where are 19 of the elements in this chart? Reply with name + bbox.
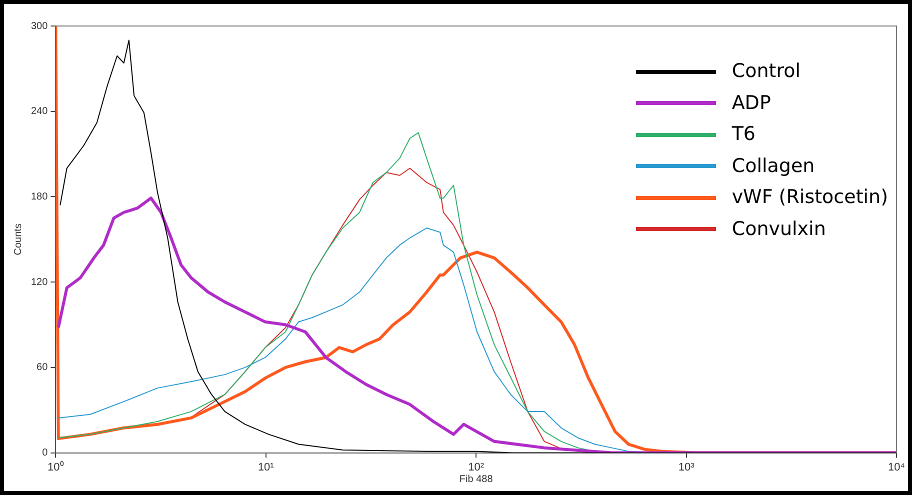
x-tick-label: 10³ xyxy=(678,461,695,474)
y-tick-label: 60 xyxy=(36,362,48,374)
y-tick-label: 0 xyxy=(42,448,48,459)
y-tick-label: 240 xyxy=(30,106,48,118)
y-tick-label: 300 xyxy=(30,20,48,32)
legend-label: ADP xyxy=(732,90,771,116)
y-axis-title: Counts xyxy=(12,224,24,256)
x-tick-label: 10⁴ xyxy=(888,461,906,474)
legend-label: Collagen xyxy=(732,154,815,178)
legend-label: T6 xyxy=(732,122,756,147)
x-axis-title: Fib 488 xyxy=(459,474,494,485)
legend-label: vWF (Ristocetin) xyxy=(732,185,888,210)
x-tick-label: 10¹ xyxy=(258,461,274,474)
y-tick-label: 180 xyxy=(30,191,48,202)
legend-label: Convulxin xyxy=(732,216,826,242)
x-tick-label: 10⁰ xyxy=(48,460,64,474)
legend-label: Control xyxy=(732,59,800,84)
y-tick-label: 120 xyxy=(30,276,48,288)
x-tick-label: 10² xyxy=(468,461,484,474)
